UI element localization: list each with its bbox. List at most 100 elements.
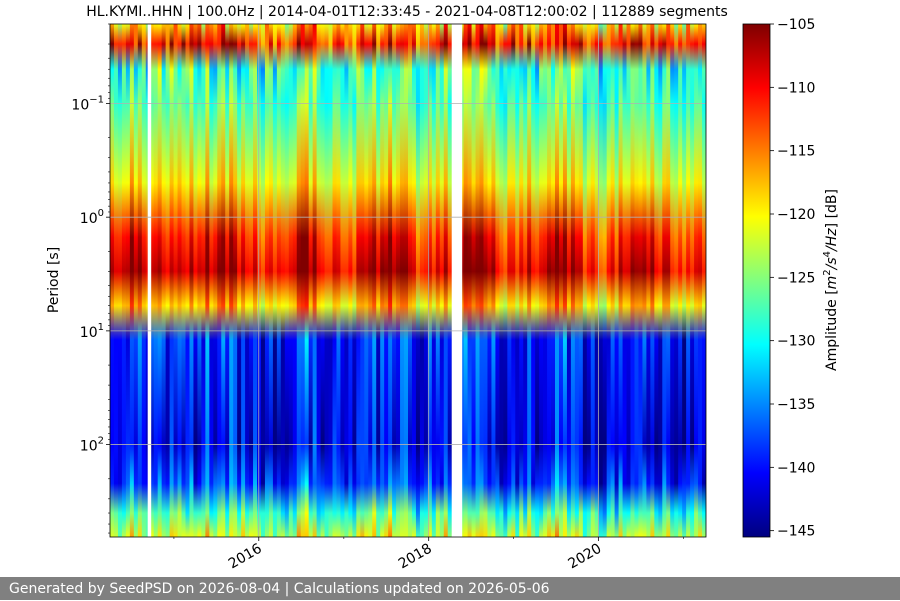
heatmap-column (435, 24, 441, 537)
heatmap-column (241, 24, 246, 537)
heatmap-column (384, 24, 389, 537)
heatmap-column (471, 24, 477, 537)
heatmap-columns (110, 24, 706, 537)
heatmap-column (487, 24, 493, 537)
heatmap-column (348, 24, 353, 537)
heatmap-column (678, 24, 683, 537)
colorbar: −105 −110 −115 −120 −125 −130 −135 −140 −145 Amp… (742, 17, 840, 540)
heatmap-column (292, 24, 298, 537)
heatmap-column (650, 24, 655, 537)
heatmap-column (423, 24, 429, 537)
heatmap-column (249, 24, 254, 537)
y-axis-label: Period [s] (46, 247, 62, 313)
heatmap-column (352, 24, 357, 537)
heatmap-column (523, 24, 528, 537)
data-gaps (147, 24, 463, 537)
heatmap-column (296, 24, 302, 537)
heatmap-column (622, 24, 628, 537)
heatmap-column (225, 24, 230, 537)
colorbar-tick-label: −135 (777, 397, 815, 413)
heatmap-column (630, 24, 636, 537)
heatmap-column (467, 24, 473, 537)
plot-frame (109, 23, 707, 538)
heatmap-column (543, 24, 548, 537)
heatmap-column (499, 24, 504, 537)
y-axis: 10−1 100 101 102 (71, 23, 110, 534)
heatmap-column (443, 24, 449, 537)
heatmap-column (344, 24, 349, 537)
heatmap-column (161, 24, 167, 537)
x-tick-label: 2018 (396, 541, 435, 573)
heatmap-column (189, 24, 195, 537)
heatmap-column (332, 24, 338, 537)
heatmap-column (185, 24, 191, 537)
heatmap-column (447, 24, 453, 537)
heatmap-column (272, 24, 278, 537)
heatmap-column (324, 24, 330, 537)
colorbar-tick-label: −110 (777, 80, 815, 96)
heatmap-column (658, 24, 663, 537)
heatmap-column (479, 24, 485, 537)
x-tick-label: 2016 (226, 541, 265, 573)
heatmap-column (574, 24, 580, 537)
heatmap-column (356, 24, 361, 537)
heatmap-column (237, 24, 242, 537)
heatmap-column (268, 24, 274, 537)
heatmap-column (547, 24, 552, 537)
colorbar-tick-label: −120 (777, 207, 815, 223)
colorbar-tick-label: −125 (777, 270, 815, 286)
heatmap-column (364, 24, 369, 537)
heatmap-column (137, 24, 143, 537)
heatmap-column (129, 24, 135, 537)
colorbar-tick-label: −130 (777, 334, 815, 350)
heatmap-column (686, 24, 691, 537)
heatmap-column (181, 24, 187, 537)
heatmap-column (670, 24, 675, 537)
heatmap-column (551, 24, 556, 537)
y-tick-label: 100 (80, 208, 104, 227)
heatmap-column (300, 24, 306, 537)
heatmap-column (360, 24, 365, 537)
grid-lines (110, 24, 706, 537)
heatmap-column (336, 24, 342, 537)
heatmap-column (578, 24, 584, 537)
heatmap-column (586, 24, 592, 537)
heatmap-column (590, 24, 596, 537)
heatmap-column (527, 24, 532, 537)
heatmap-column (606, 24, 612, 537)
heatmap-column (201, 24, 206, 537)
heatmap-column (320, 24, 326, 537)
heatmap-column (380, 24, 385, 537)
heatmap-column (233, 24, 238, 537)
colorbar-tick-label: −145 (777, 524, 815, 540)
heatmap-column (340, 24, 346, 537)
chart-title: HL.KYMI..HHN | 100.0Hz | 2014-04-01T12:3… (86, 4, 728, 20)
heatmap-column (213, 24, 218, 537)
heatmap-column (121, 24, 127, 537)
heatmap-column (463, 24, 469, 537)
heatmap-column (531, 24, 536, 537)
heatmap-column (316, 24, 322, 537)
heatmap-column (558, 24, 564, 537)
y-tick-label: 102 (80, 436, 104, 455)
heatmap-column (404, 24, 409, 537)
heatmap-column (368, 24, 373, 537)
heatmap-column (153, 24, 159, 537)
heatmap-column (694, 24, 699, 537)
heatmap-column (674, 24, 679, 537)
data-gap (147, 24, 152, 537)
heatmap-column (217, 24, 222, 537)
heatmap-column (431, 24, 437, 537)
y-tick-label: 10−1 (71, 94, 104, 113)
colorbar-tick-label: −105 (777, 17, 815, 33)
heatmap-column (415, 24, 421, 537)
heatmap-column (257, 24, 262, 537)
heatmap-column (173, 24, 179, 537)
heatmap-column (372, 24, 377, 537)
heatmap-column (165, 24, 171, 537)
heatmap-column (475, 24, 481, 537)
heatmap-column (408, 24, 413, 537)
heatmap-column (503, 24, 508, 537)
heatmap-column (638, 24, 644, 537)
heatmap-column (562, 24, 568, 537)
